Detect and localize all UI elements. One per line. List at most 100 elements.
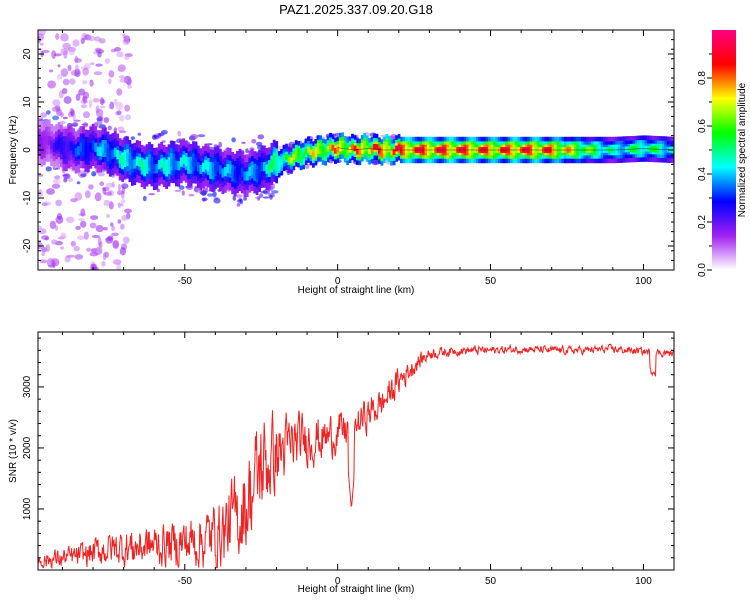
spectrogram-ridge [226, 164, 230, 174]
spectrogram-noise [114, 47, 122, 52]
colorbar-ticks: 0.0 0.2 0.4 0.6 0.8 [697, 53, 712, 277]
colorbar-tick-label: 0.6 [697, 119, 708, 133]
spectrogram-ridge [368, 148, 371, 155]
spectrogram-ridge [299, 154, 303, 160]
spectrogram-ridge [370, 147, 374, 154]
spectrogram-ridge [270, 159, 274, 169]
spectrogram-ridge [57, 138, 61, 148]
spectrogram-cell [91, 171, 97, 177]
spectrogram-cell [239, 198, 244, 205]
spectrogram-ridge [397, 144, 401, 151]
spectrogram-noise [83, 231, 89, 240]
spectrogram-cell [255, 141, 263, 147]
spectrogram-ridge [157, 160, 161, 170]
spectrogram-ridge [184, 156, 188, 167]
spectrogram-noise [56, 74, 63, 80]
spectrogram-noise [111, 181, 115, 188]
spectrogram-noise [61, 88, 68, 95]
spectrogram-noise [46, 258, 55, 267]
spectrogram-ridge [385, 144, 389, 151]
spectrogram-noise [119, 114, 125, 122]
spectrogram-noise [90, 215, 99, 221]
spectrogram-noise [117, 190, 123, 196]
spectrogram-cell [251, 138, 257, 144]
spectrogram-ridge [236, 167, 239, 177]
spectrogram-noise [60, 232, 66, 239]
spectrogram-ridge [312, 151, 315, 158]
spectrogram-ridge [79, 142, 83, 152]
spectrogram-ytick-label: -10 [22, 190, 33, 205]
spectrogram-noise [117, 67, 124, 72]
spectrogram-noise [103, 199, 111, 207]
spectrogram-ridge [101, 143, 105, 153]
spectrogram-cell [235, 194, 243, 198]
spectrogram-noise [72, 113, 76, 121]
spectrogram-noise [80, 208, 86, 217]
spectrogram-noise [123, 236, 130, 244]
spectrogram-noise [108, 78, 112, 85]
spectrogram-ridge [290, 157, 293, 164]
spectrogram-ridge [128, 156, 132, 166]
spectrogram-noise [117, 126, 125, 132]
spectrogram-ridge [219, 165, 222, 175]
snr-xlabel: Height of straight line (km) [298, 584, 415, 595]
spectrogram-noise [63, 96, 72, 104]
spectrogram-ridge [187, 160, 190, 170]
spectrogram-ytick-label: 10 [22, 96, 33, 108]
spectrogram-ridge [111, 149, 115, 159]
spectrogram-ridge [280, 159, 283, 166]
spectrogram-noise [98, 241, 103, 248]
spectrogram-noise [72, 39, 80, 47]
spectrogram-panel: -50 0 50 100 -20 -10 0 10 20 Height of straight … [8, 29, 675, 296]
spectrogram-ridge [309, 149, 313, 156]
spectrogram-ridge [143, 163, 146, 173]
spectrogram-noise [116, 51, 124, 58]
spectrogram-cell [255, 196, 261, 200]
spectrogram-noise [120, 203, 124, 207]
spectrogram-ridge [148, 158, 151, 168]
spectrogram-ridge [47, 136, 51, 146]
spectrogram-noise [88, 99, 93, 108]
spectrogram-ridge [60, 141, 63, 151]
spectrogram-noise [119, 77, 129, 83]
spectrogram-ridge [189, 160, 193, 170]
spectrogram-ridge [113, 147, 117, 157]
spectrogram-noise [56, 213, 63, 220]
spectrogram-cell [73, 119, 81, 122]
spectrogram-ridge [52, 142, 56, 152]
spectrogram-ridge [282, 155, 286, 161]
spectrogram-ridge [260, 162, 264, 172]
spectrogram-ridge [64, 145, 68, 155]
spectrogram-ridge [319, 145, 323, 152]
spectrogram-ridge [118, 154, 122, 164]
spectrogram-ridge [91, 140, 95, 150]
spectrogram-noise [66, 254, 75, 258]
spectrogram-ridge [265, 164, 269, 174]
spectrogram-ridge [209, 165, 212, 175]
spectrogram-noise [106, 214, 111, 218]
spectrogram-noise [82, 67, 89, 76]
spectrogram-ridge [390, 149, 393, 156]
spectrogram-ridge [341, 142, 345, 149]
spectrogram-noise [84, 190, 91, 199]
spectrogram-noise [67, 64, 72, 72]
spectrogram-noise [73, 245, 80, 252]
spectrogram-noise [39, 259, 48, 264]
spectrogram-noise [65, 216, 75, 223]
spectrogram-noise [117, 219, 122, 224]
spectrogram-cell [236, 203, 241, 207]
spectrogram-noise [124, 208, 132, 214]
spectrogram-ridge [104, 143, 107, 154]
spectrogram-noise [97, 171, 105, 177]
spectrogram-ridge [255, 169, 259, 179]
spectrogram-noise [68, 177, 73, 183]
spectrogram-noise [82, 111, 91, 119]
spectrogram-cell [269, 194, 273, 200]
spectrogram-noise [75, 225, 81, 230]
spectrogram-noise [41, 252, 45, 256]
spectrogram-noise [74, 55, 79, 64]
spectrogram-noise [40, 112, 48, 118]
spectrogram-ridge [343, 146, 347, 153]
colorbar-tick-label: 0.2 [697, 215, 708, 229]
spectrogram-noise [116, 110, 122, 116]
